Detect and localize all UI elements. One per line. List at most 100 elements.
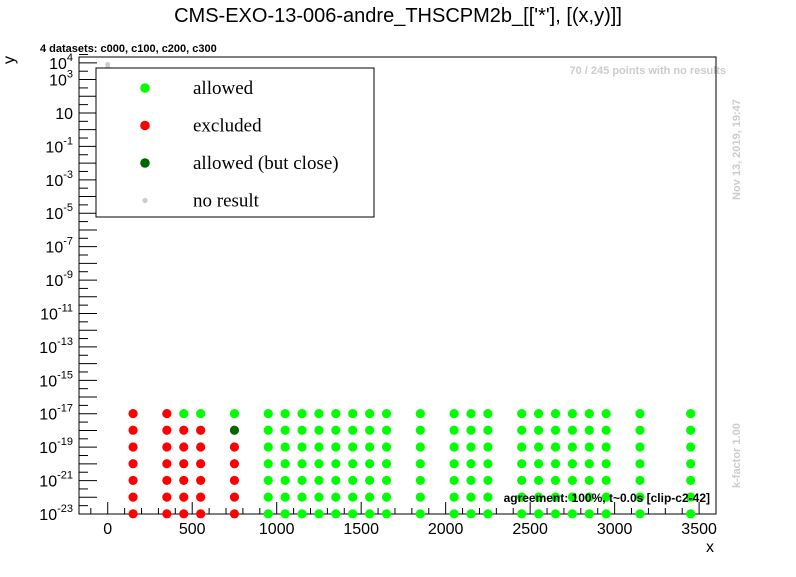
point-allowed [567, 492, 577, 502]
point-allowed [348, 475, 358, 486]
point-allowed [483, 425, 493, 435]
point-allowed [179, 408, 189, 419]
point-allowed [567, 459, 577, 469]
point-allowed [550, 475, 561, 486]
point-allowed [686, 492, 696, 502]
point-allowed [314, 459, 324, 469]
point-excluded [128, 442, 138, 452]
point-excluded [196, 509, 206, 519]
point-allowed [348, 492, 358, 502]
point-allowed [635, 459, 645, 469]
y-tick-label: 10-19 [39, 436, 73, 457]
point-allowed [533, 475, 544, 486]
y-axis: 10-23 10-21 10-19 10-17 10-15 10-13 10-11 10-9 1… [39, 52, 97, 524]
point-allowed [297, 408, 307, 419]
point-allowed [263, 408, 273, 419]
point-allowed [517, 509, 527, 519]
point-excluded [196, 459, 206, 469]
point-allowed [331, 425, 341, 435]
plot-frame [78, 56, 717, 515]
date-note: Nov 13, 2019, 19:47 [731, 99, 743, 200]
point-allowed [635, 475, 645, 486]
point-allowed [449, 459, 459, 469]
point-allowed [297, 492, 307, 502]
point-allowed [584, 442, 594, 452]
point-allowed [567, 442, 577, 452]
point-allowed [263, 442, 273, 452]
point-allowed [348, 509, 358, 519]
point-allowed [584, 408, 594, 419]
y-tick-label: 10-3 [45, 169, 73, 190]
point-allowed [601, 475, 611, 486]
point-allowed [686, 442, 696, 452]
point-allowed [533, 459, 544, 469]
point-allowed [297, 475, 307, 486]
point-allowed [280, 442, 290, 452]
point-allowed [466, 509, 476, 519]
point-allowed [365, 442, 375, 452]
y-tick-label: 10-23 [39, 503, 73, 524]
point-allowed [280, 492, 290, 502]
point-excluded [196, 425, 206, 435]
point-allowed [280, 475, 290, 486]
point-allowed [196, 408, 206, 419]
point-allowed [483, 442, 493, 452]
point-allowed [449, 509, 459, 519]
point-allowed [635, 492, 645, 502]
point-excluded [196, 492, 206, 502]
point-excluded [196, 442, 206, 452]
y-tick-label: 10-7 [45, 236, 73, 257]
point-excluded [179, 459, 189, 469]
data-points [105, 62, 696, 519]
point-allowed [686, 425, 696, 435]
point-allowed [348, 459, 358, 469]
point-allowed [331, 475, 341, 486]
point-allowed [381, 492, 392, 502]
point-allowed [365, 459, 375, 469]
point-allowed [415, 475, 425, 486]
kfactor-note: k-factor 1.00 [731, 423, 743, 488]
point-allowed [297, 442, 307, 452]
point-allowed [381, 425, 392, 435]
point-excluded [128, 509, 138, 519]
point-excluded [162, 408, 172, 419]
point-allowed [483, 509, 493, 519]
legend-box [95, 67, 375, 218]
point-allowed [550, 459, 561, 469]
point-allowed [449, 408, 459, 419]
point-allowed [331, 442, 341, 452]
point-allowed [466, 425, 476, 435]
y-tick-label: 103 [49, 69, 73, 90]
point-excluded [128, 425, 138, 435]
point-allowed [686, 509, 696, 519]
point-allowed [280, 408, 290, 419]
point-allowed [567, 408, 577, 419]
point-allowed [348, 425, 358, 435]
point-allowed [517, 492, 527, 502]
point-allowed [466, 442, 476, 452]
point-allowed [533, 442, 544, 452]
legend-marker [140, 120, 150, 131]
point-allowed [686, 408, 696, 419]
point-allowed [381, 408, 392, 419]
point-excluded [162, 492, 172, 502]
x-axis: 0 500 1000 1500 2000 2500 3000 3500 [90, 502, 717, 538]
point-allowed [686, 459, 696, 469]
point-allowed [280, 459, 290, 469]
y-tick-label: 10-15 [39, 369, 73, 390]
agreement-note: agreement: 100%, t~0.0s [clip-c2-42] [504, 491, 710, 505]
point-allowed [381, 509, 392, 519]
point-allowed [584, 459, 594, 469]
point-allowed [601, 459, 611, 469]
point-allowed [533, 509, 544, 519]
point-excluded [162, 442, 172, 452]
point-allowed [550, 425, 561, 435]
point-allowed [466, 408, 476, 419]
point-allowed [314, 509, 324, 519]
point-allowed [517, 442, 527, 452]
point-excluded [162, 509, 172, 519]
legend-marker [140, 83, 150, 93]
point-allowed [449, 442, 459, 452]
point-allowed [567, 509, 577, 519]
legend-marker [142, 197, 148, 204]
